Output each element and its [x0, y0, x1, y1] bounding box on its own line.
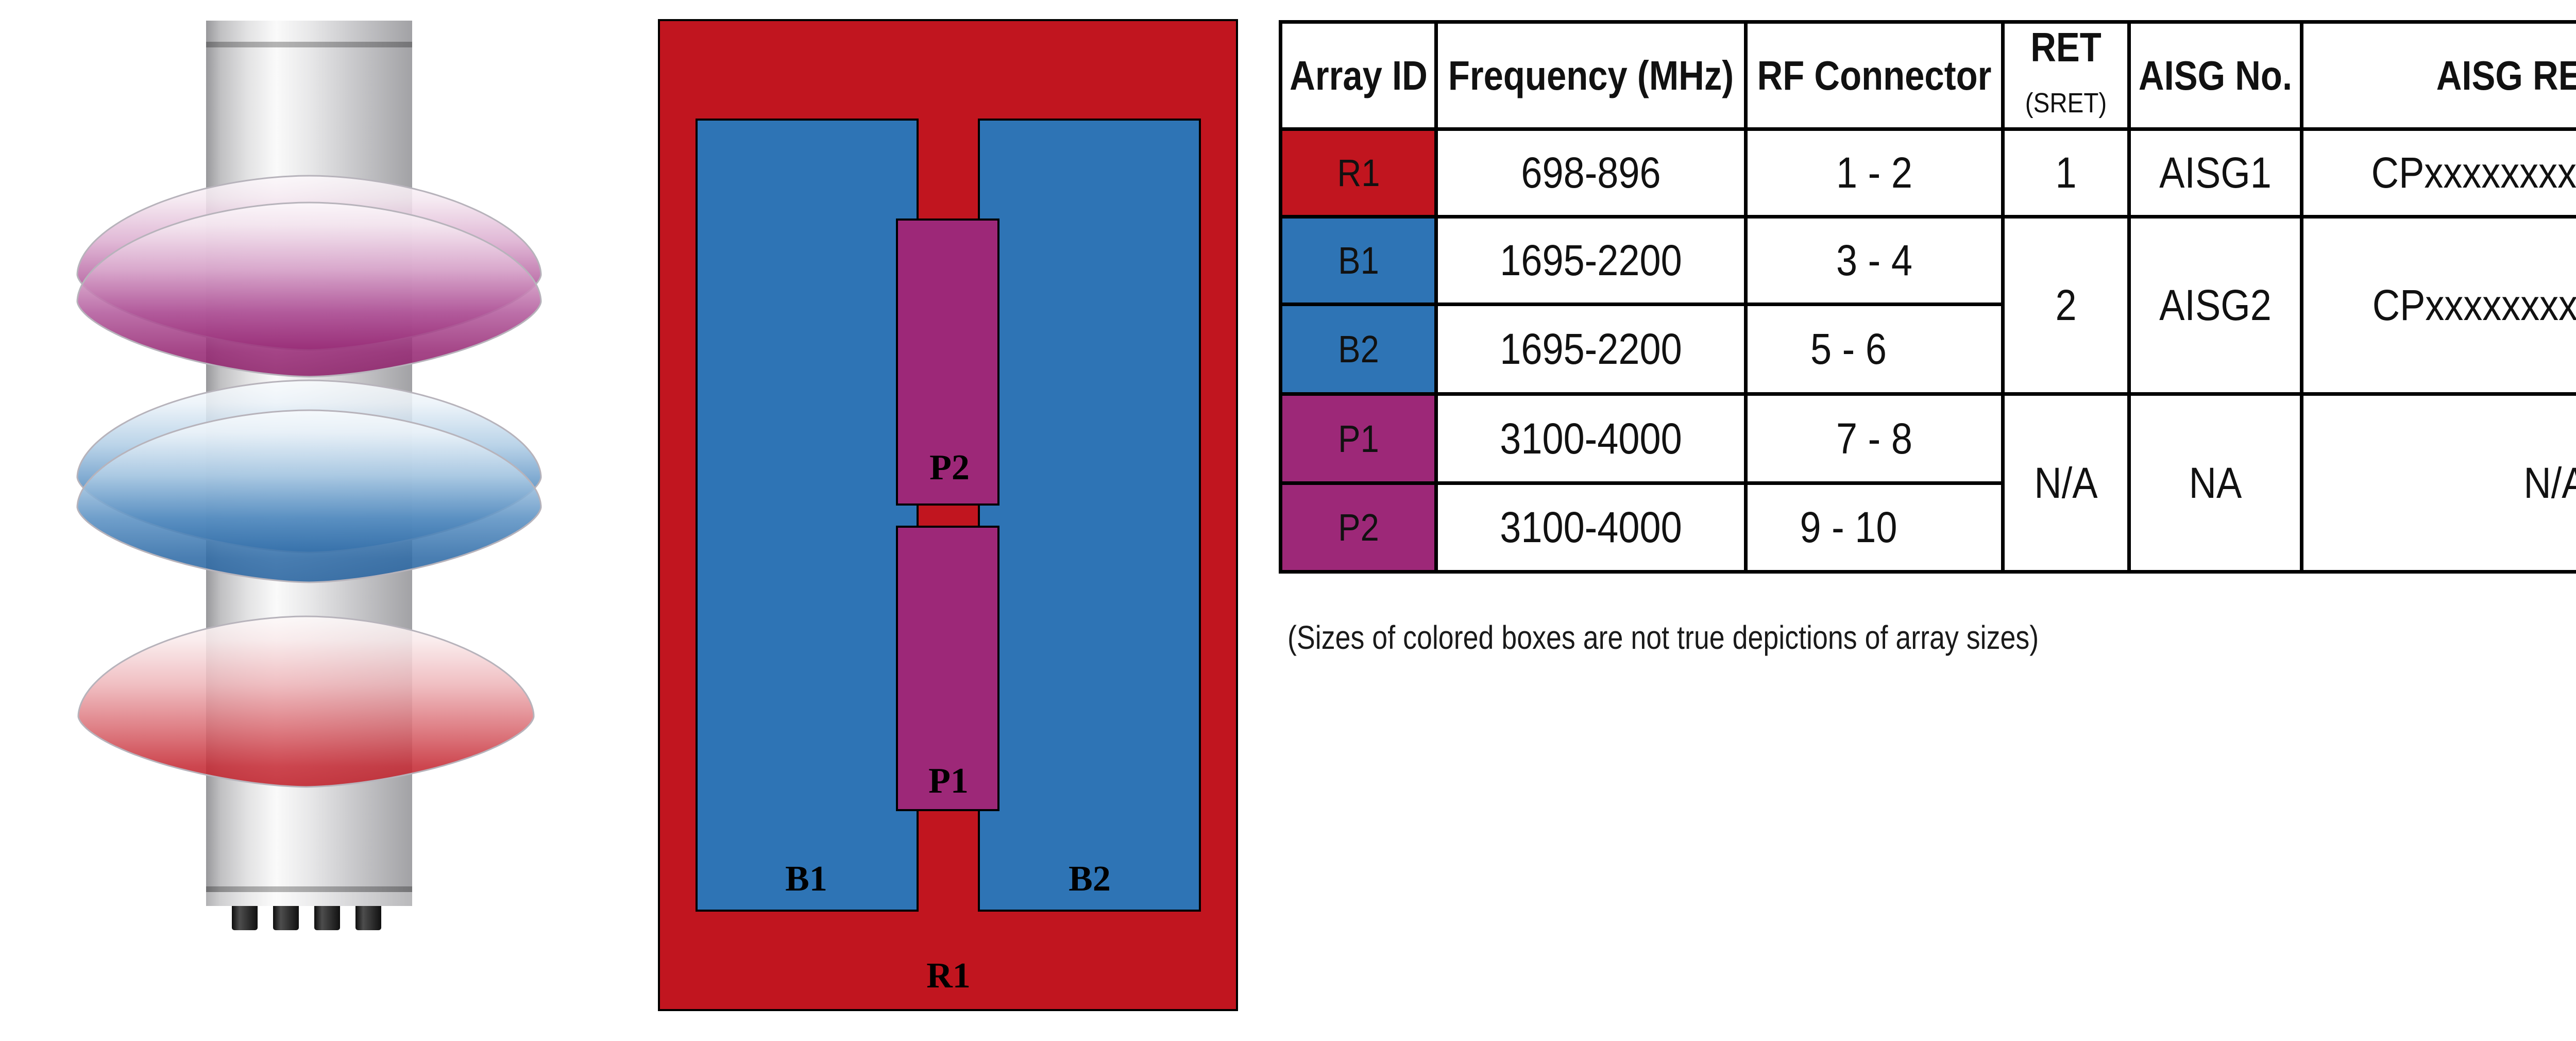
svg-text:P1: P1 — [928, 761, 969, 801]
svg-text:B2: B2 — [1069, 859, 1111, 899]
svg-text:B1: B1 — [785, 859, 827, 899]
svg-text:R1: R1 — [926, 956, 971, 996]
svg-text:P2: P2 — [929, 448, 970, 488]
